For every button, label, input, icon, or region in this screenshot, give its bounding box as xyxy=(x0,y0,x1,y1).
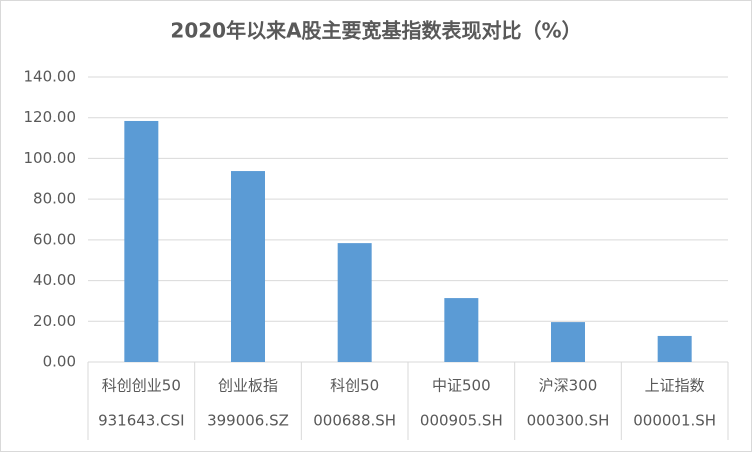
x-tick-label: 沪深300 xyxy=(539,377,598,395)
x-tick-sublabel: 000688.SH xyxy=(313,412,396,430)
bar xyxy=(551,322,585,362)
bar xyxy=(124,120,159,362)
y-tick-label: 0.00 xyxy=(43,353,76,371)
x-tick-label: 科创50 xyxy=(330,377,379,395)
bar xyxy=(231,171,265,362)
bar xyxy=(337,243,372,362)
y-tick-label: 100.00 xyxy=(24,149,77,167)
y-tick-label: 60.00 xyxy=(33,230,76,248)
x-tick-sublabel: 931643.CSI xyxy=(98,412,184,430)
y-tick-label: 140.00 xyxy=(24,68,77,86)
y-tick-label: 20.00 xyxy=(33,312,76,330)
chart-title: 2020年以来A股主要宽基指数表现对比（%） xyxy=(170,19,581,43)
bar xyxy=(657,335,692,362)
x-tick-label: 科创创业50 xyxy=(102,377,181,395)
x-tick-sublabel: 399006.SZ xyxy=(207,412,289,430)
x-tick-sublabel: 000905.SH xyxy=(420,412,503,430)
x-tick-label: 创业板指 xyxy=(218,377,278,395)
bar xyxy=(444,298,479,362)
y-tick-label: 40.00 xyxy=(33,271,76,289)
x-tick-sublabel: 000300.SH xyxy=(527,412,610,430)
x-tick-sublabel: 000001.SH xyxy=(633,412,716,430)
y-tick-label: 120.00 xyxy=(24,108,77,126)
x-tick-label: 中证500 xyxy=(432,377,491,395)
x-tick-label: 上证指数 xyxy=(645,377,705,395)
y-tick-label: 80.00 xyxy=(33,190,76,208)
